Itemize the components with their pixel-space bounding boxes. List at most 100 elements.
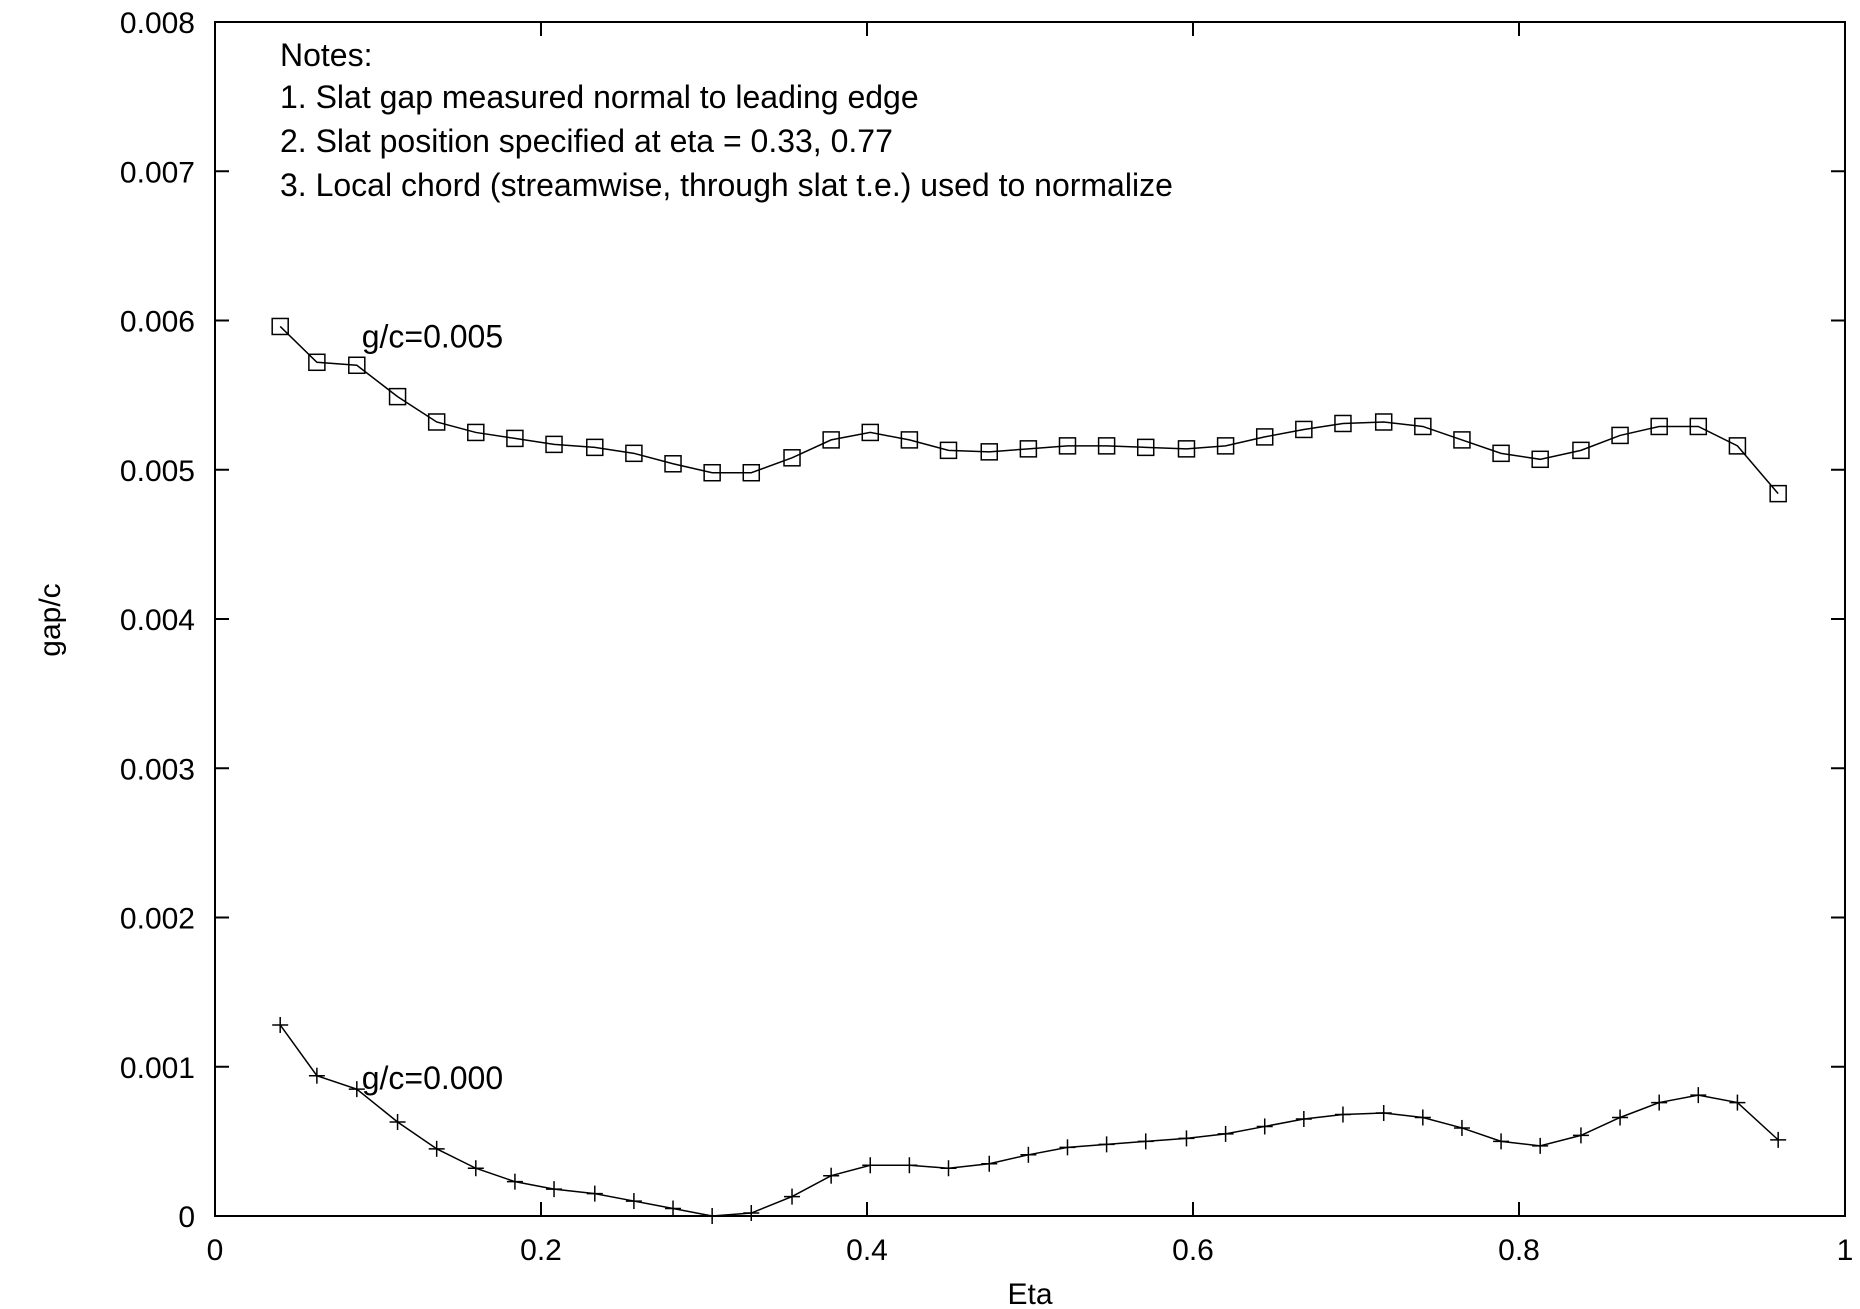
data-point-square xyxy=(388,387,407,406)
x-tick-label: 1 xyxy=(1837,1234,1854,1267)
data-point-square xyxy=(1728,437,1747,455)
data-point-square xyxy=(1689,417,1708,436)
data-point-square xyxy=(625,444,643,463)
data-point-square xyxy=(1334,414,1352,433)
data-point-plus xyxy=(272,1016,289,1033)
data-point-plus xyxy=(1453,1119,1470,1136)
series-label: g/c=0.005 xyxy=(362,318,503,354)
series-label: g/c=0.000 xyxy=(362,1060,503,1096)
data-point-plus xyxy=(1059,1139,1076,1156)
data-point-square xyxy=(1492,444,1510,463)
data-point-square xyxy=(1177,440,1196,458)
data-point-square xyxy=(506,429,524,448)
data-point-square xyxy=(348,356,366,375)
data-point-square xyxy=(1058,437,1077,455)
y-tick-label: 0 xyxy=(178,1201,195,1234)
data-point-square xyxy=(742,463,761,482)
data-point-square xyxy=(1611,426,1629,445)
data-point-plus xyxy=(862,1157,879,1174)
data-point-square xyxy=(1255,428,1274,446)
data-point-square xyxy=(1453,431,1471,449)
data-point-square xyxy=(980,443,998,461)
note-1: 1. Slat gap measured normal to leading e… xyxy=(280,79,919,115)
data-point-plus xyxy=(506,1173,523,1190)
data-point-square xyxy=(822,431,840,449)
y-tick-label: 0.006 xyxy=(120,306,195,339)
data-point-square xyxy=(308,353,326,372)
x-tick-label: 0.6 xyxy=(1172,1234,1214,1267)
data-point-plus xyxy=(625,1193,642,1210)
data-point-square xyxy=(1414,417,1432,436)
data-point-plus xyxy=(1493,1133,1510,1150)
data-point-plus xyxy=(1612,1109,1629,1126)
data-point-square xyxy=(1769,484,1787,503)
data-point-square xyxy=(1295,420,1313,439)
data-point-plus xyxy=(1334,1106,1351,1123)
data-point-plus xyxy=(389,1113,406,1130)
data-point-square xyxy=(427,413,446,431)
data-point-plus xyxy=(1690,1087,1707,1104)
data-point-plus xyxy=(823,1167,840,1184)
series-layer: g/c=0.005 g/c=0.000 xyxy=(271,317,1787,1224)
data-point-square xyxy=(1136,438,1155,457)
data-point-square xyxy=(703,463,721,482)
data-point-square xyxy=(939,441,958,460)
data-point-square xyxy=(1531,450,1549,469)
data-point-square xyxy=(1019,440,1038,458)
data-point-square xyxy=(1216,437,1235,455)
data-point-square xyxy=(271,317,289,336)
data-point-plus xyxy=(1375,1105,1392,1122)
notes-block: Notes: 1. Slat gap measured normal to le… xyxy=(280,37,1173,203)
data-point-plus xyxy=(348,1081,365,1098)
data-point-plus xyxy=(1770,1131,1787,1148)
data-point-square xyxy=(467,423,485,442)
data-point-plus xyxy=(1256,1118,1273,1135)
notes-heading: Notes: xyxy=(280,37,372,73)
data-point-plus xyxy=(743,1205,760,1222)
data-point-square xyxy=(783,449,801,467)
data-point-plus xyxy=(704,1208,721,1224)
x-tick-label: 0 xyxy=(207,1234,224,1267)
series-line xyxy=(279,1024,1779,1217)
note-3: 3. Local chord (streamwise, through slat… xyxy=(280,167,1173,203)
data-point-plus xyxy=(784,1188,801,1205)
data-point-plus xyxy=(1217,1125,1234,1142)
x-tick-label: 0.8 xyxy=(1498,1234,1540,1267)
data-point-plus xyxy=(467,1160,484,1177)
data-point-square xyxy=(545,435,563,454)
y-tick-label: 0.001 xyxy=(120,1052,195,1085)
y-tick-label: 0.005 xyxy=(120,455,195,488)
x-tick-label: 0.4 xyxy=(846,1234,888,1267)
y-tick-label: 0.007 xyxy=(120,156,195,189)
x-tick-label: 0.2 xyxy=(520,1234,562,1267)
data-point-square xyxy=(586,438,604,457)
data-point-plus xyxy=(428,1140,445,1157)
data-point-plus xyxy=(1414,1109,1431,1126)
x-tick-labels: 0 0.2 0.4 0.6 0.8 1 xyxy=(207,1234,1854,1267)
y-tick-label: 0.003 xyxy=(120,753,195,786)
data-point-square xyxy=(900,431,919,449)
data-point-square xyxy=(861,423,880,442)
series-gap-0005: g/c=0.005 xyxy=(271,317,1787,503)
data-point-plus xyxy=(901,1157,918,1174)
data-point-square xyxy=(1650,417,1668,436)
x-axis-title: Eta xyxy=(1007,1278,1052,1309)
data-point-plus xyxy=(940,1160,957,1177)
data-point-plus xyxy=(546,1181,563,1198)
data-point-plus xyxy=(1137,1133,1154,1150)
series-line xyxy=(279,325,1779,495)
data-point-square xyxy=(1097,437,1116,455)
y-tick-label: 0.008 xyxy=(120,7,195,40)
data-point-plus xyxy=(665,1200,682,1217)
note-2: 2. Slat position specified at eta = 0.33… xyxy=(280,123,893,159)
data-point-plus xyxy=(1295,1110,1312,1127)
data-point-plus xyxy=(1532,1137,1549,1154)
data-point-plus xyxy=(1651,1094,1668,1111)
data-point-square xyxy=(664,455,682,473)
data-point-square xyxy=(1572,441,1590,460)
data-point-square xyxy=(1374,413,1393,431)
series-gap-0000: g/c=0.000 xyxy=(272,1016,1787,1224)
data-point-plus xyxy=(1020,1146,1037,1163)
y-tick-label: 0.004 xyxy=(120,604,195,637)
